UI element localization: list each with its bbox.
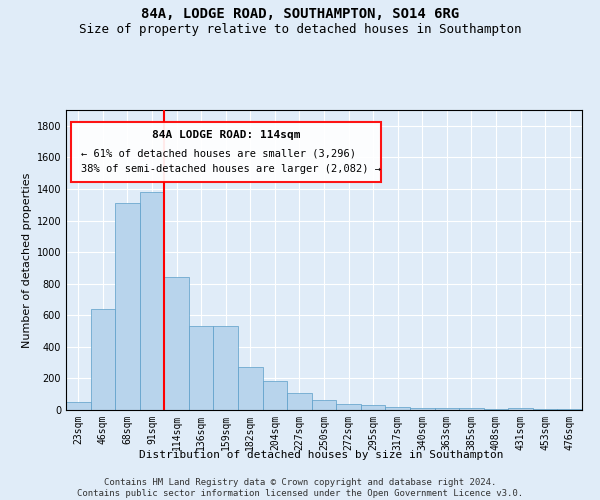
- FancyBboxPatch shape: [71, 122, 381, 182]
- Text: 84A, LODGE ROAD, SOUTHAMPTON, SO14 6RG: 84A, LODGE ROAD, SOUTHAMPTON, SO14 6RG: [141, 8, 459, 22]
- Text: Size of property relative to detached houses in Southampton: Size of property relative to detached ho…: [79, 22, 521, 36]
- Text: 38% of semi-detached houses are larger (2,082) →: 38% of semi-detached houses are larger (…: [82, 164, 382, 173]
- Bar: [336, 404, 361, 410]
- Bar: [533, 409, 557, 410]
- Bar: [189, 326, 214, 410]
- Y-axis label: Number of detached properties: Number of detached properties: [22, 172, 32, 348]
- Bar: [557, 409, 582, 410]
- Bar: [164, 278, 189, 410]
- Bar: [385, 407, 410, 410]
- Bar: [312, 400, 336, 410]
- Text: Contains HM Land Registry data © Crown copyright and database right 2024.
Contai: Contains HM Land Registry data © Crown c…: [77, 478, 523, 498]
- Bar: [91, 309, 115, 410]
- Bar: [508, 408, 533, 410]
- Bar: [287, 394, 312, 410]
- Bar: [115, 203, 140, 410]
- Bar: [434, 408, 459, 410]
- Bar: [140, 192, 164, 410]
- Bar: [410, 408, 434, 410]
- Text: Distribution of detached houses by size in Southampton: Distribution of detached houses by size …: [139, 450, 503, 460]
- Bar: [484, 409, 508, 410]
- Bar: [214, 326, 238, 410]
- Bar: [361, 406, 385, 410]
- Bar: [263, 381, 287, 410]
- Bar: [459, 408, 484, 410]
- Text: ← 61% of detached houses are smaller (3,296): ← 61% of detached houses are smaller (3,…: [82, 148, 356, 158]
- Bar: [238, 368, 263, 410]
- Bar: [66, 402, 91, 410]
- Text: 84A LODGE ROAD: 114sqm: 84A LODGE ROAD: 114sqm: [152, 130, 300, 140]
